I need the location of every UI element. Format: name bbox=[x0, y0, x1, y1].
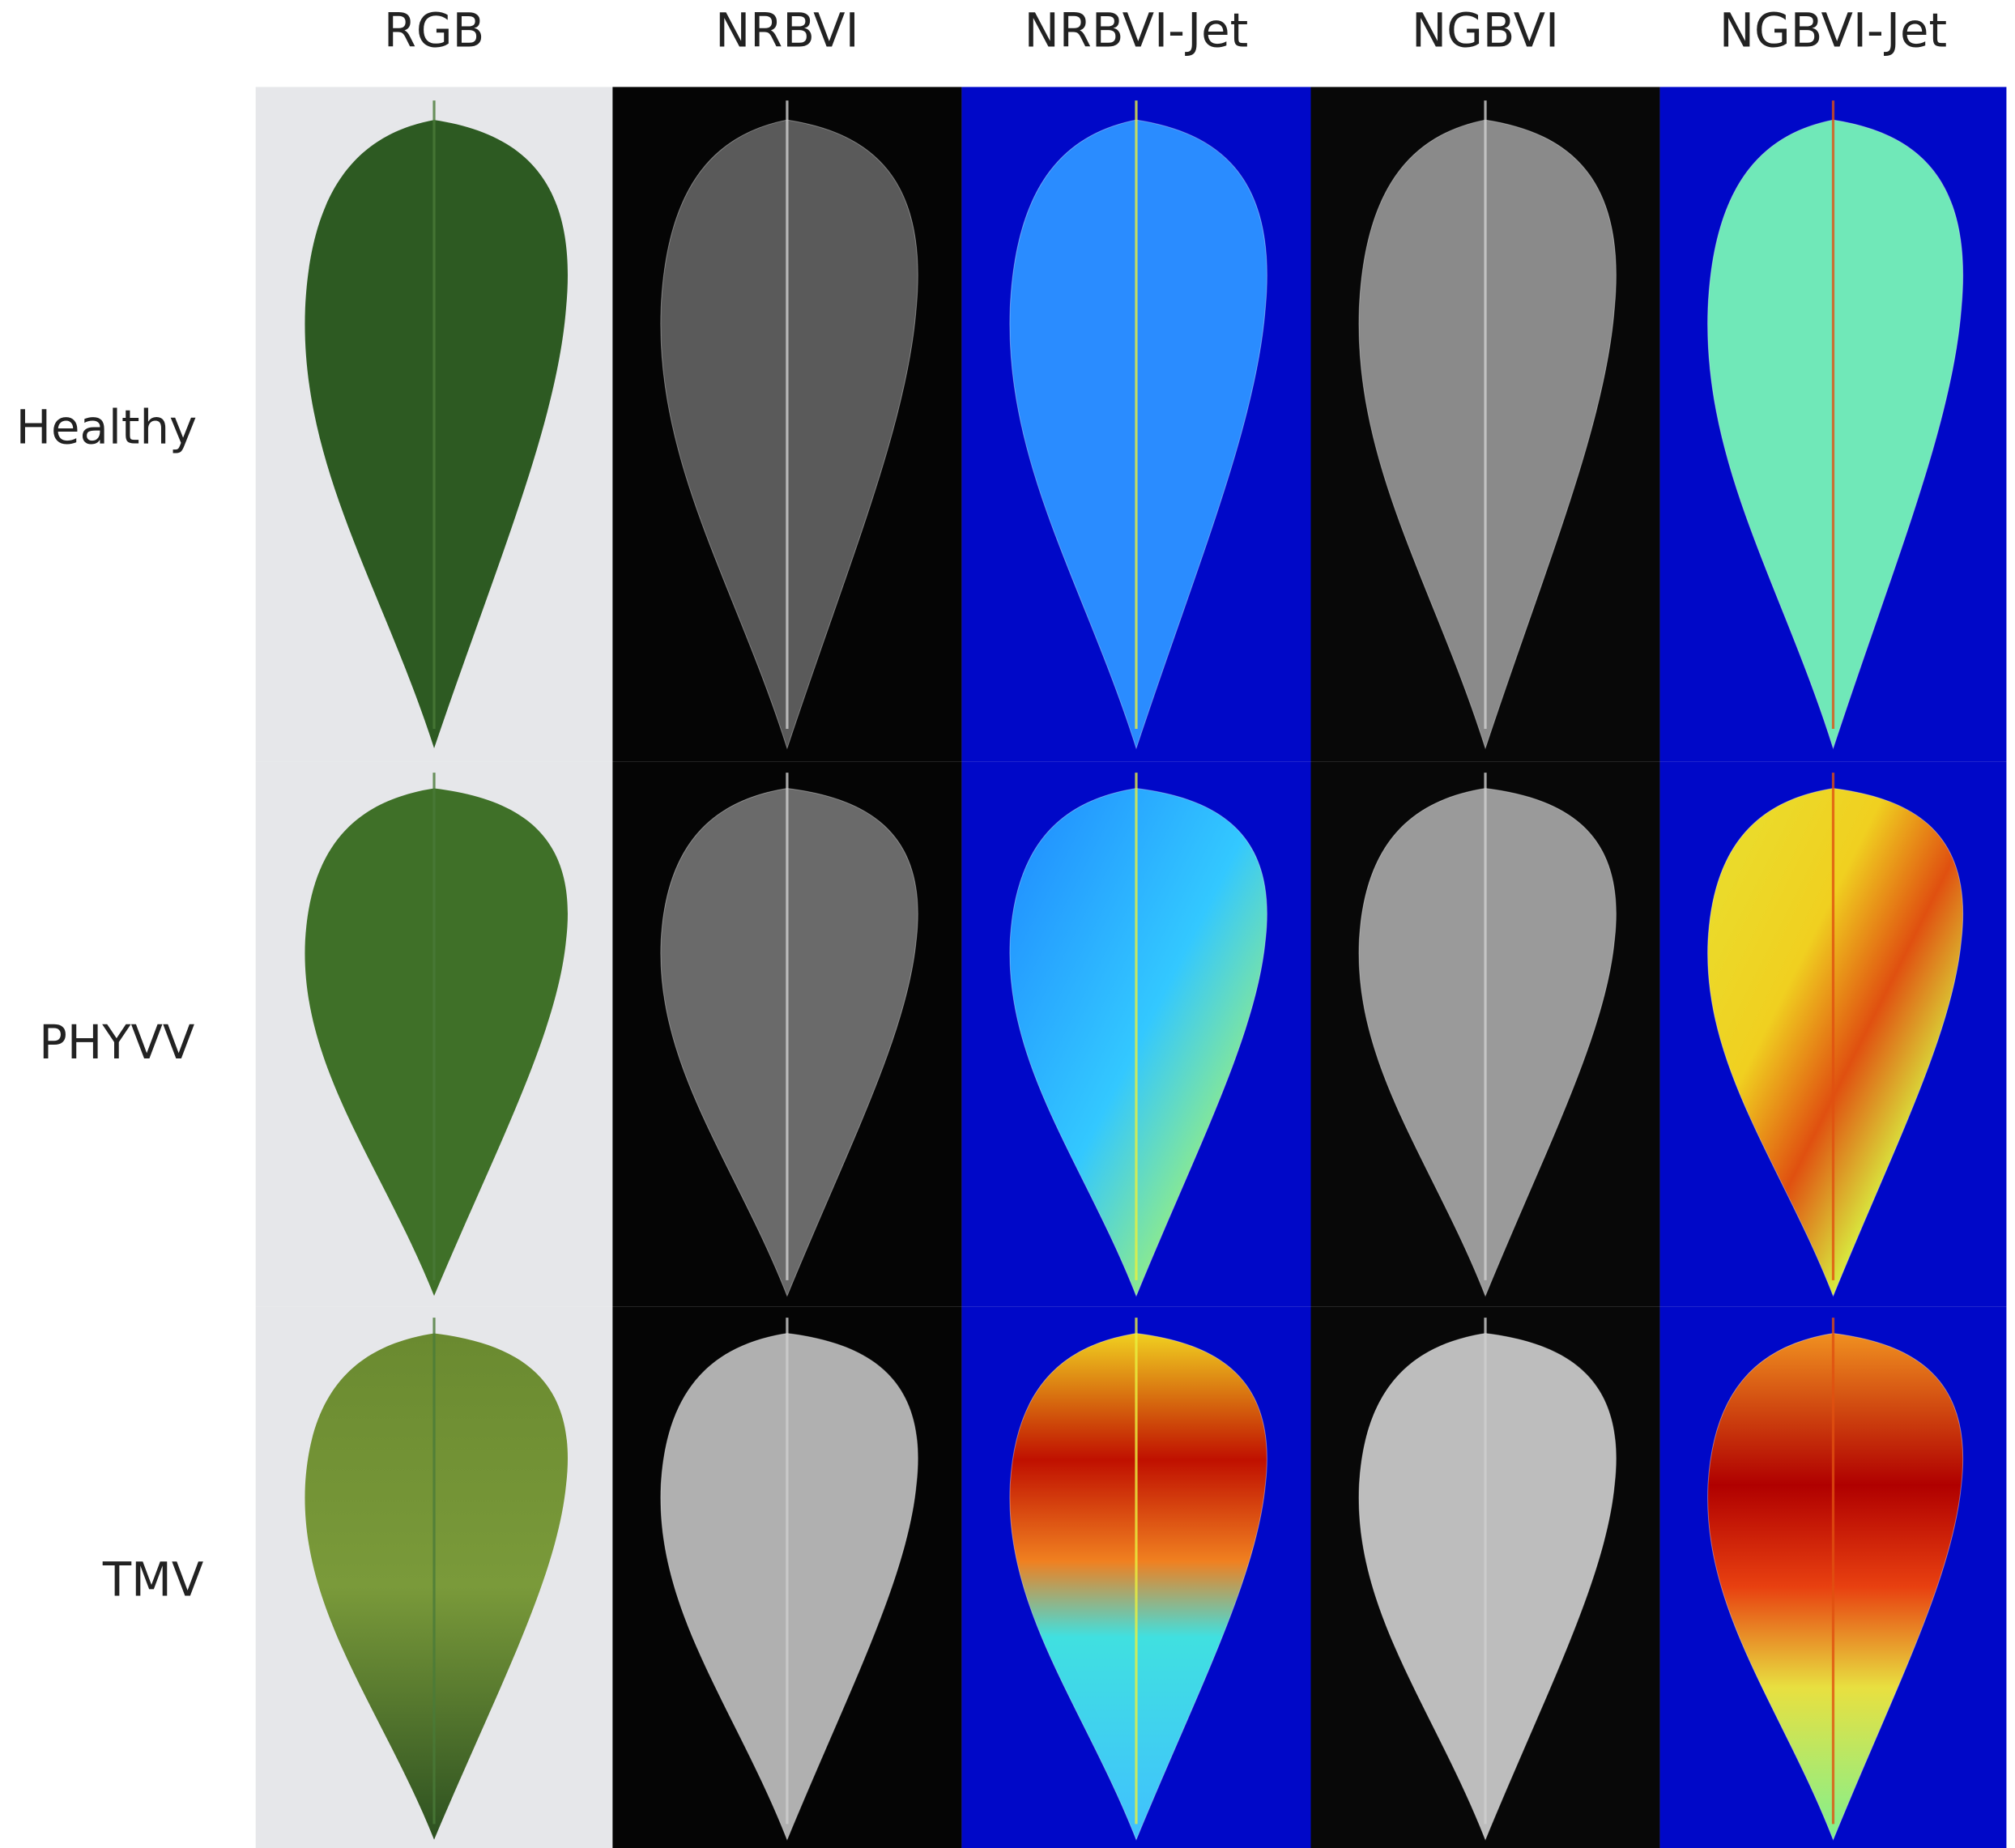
leaf bbox=[661, 120, 918, 748]
image-grid bbox=[255, 87, 2007, 1848]
image-cell bbox=[1660, 87, 2007, 761]
column-header: NGBVI bbox=[1412, 2, 1559, 57]
image-cell bbox=[1310, 87, 1659, 761]
leaf bbox=[1708, 120, 1963, 748]
image-cell bbox=[612, 762, 961, 1307]
image-cell bbox=[1310, 1307, 1659, 1848]
leaf bbox=[305, 1333, 569, 1840]
image-cell bbox=[1660, 1307, 2007, 1848]
image-cell bbox=[961, 1307, 1310, 1848]
image-cell bbox=[612, 87, 961, 761]
column-header: NGBVI-Jet bbox=[1719, 2, 1947, 57]
image-cell bbox=[1660, 762, 2007, 1307]
leaf bbox=[1359, 1333, 1616, 1839]
leaf bbox=[1010, 1333, 1267, 1839]
leaf bbox=[1010, 789, 1267, 1297]
leaf bbox=[1708, 789, 1963, 1297]
leaf bbox=[1708, 1333, 1963, 1839]
row-label: Healthy bbox=[16, 400, 198, 455]
leaf bbox=[661, 789, 918, 1297]
leaf bbox=[661, 1333, 918, 1839]
image-cell bbox=[255, 87, 613, 762]
image-cell bbox=[612, 1307, 961, 1848]
image-cell bbox=[961, 762, 1310, 1307]
image-cell bbox=[255, 1306, 613, 1848]
leaf bbox=[1359, 120, 1616, 748]
row-label: PHYVV bbox=[39, 1015, 194, 1070]
leaf bbox=[1010, 120, 1267, 748]
leaf bbox=[305, 788, 569, 1297]
column-header: NRBVI-Jet bbox=[1025, 2, 1249, 57]
leaf bbox=[305, 120, 569, 749]
row-label: TMV bbox=[102, 1552, 203, 1607]
column-header: NRBVI bbox=[715, 2, 858, 57]
image-cell bbox=[961, 87, 1310, 761]
leaf bbox=[1359, 789, 1616, 1297]
image-cell bbox=[1310, 762, 1659, 1307]
column-header: RGB bbox=[384, 2, 484, 57]
image-cell bbox=[255, 761, 613, 1307]
